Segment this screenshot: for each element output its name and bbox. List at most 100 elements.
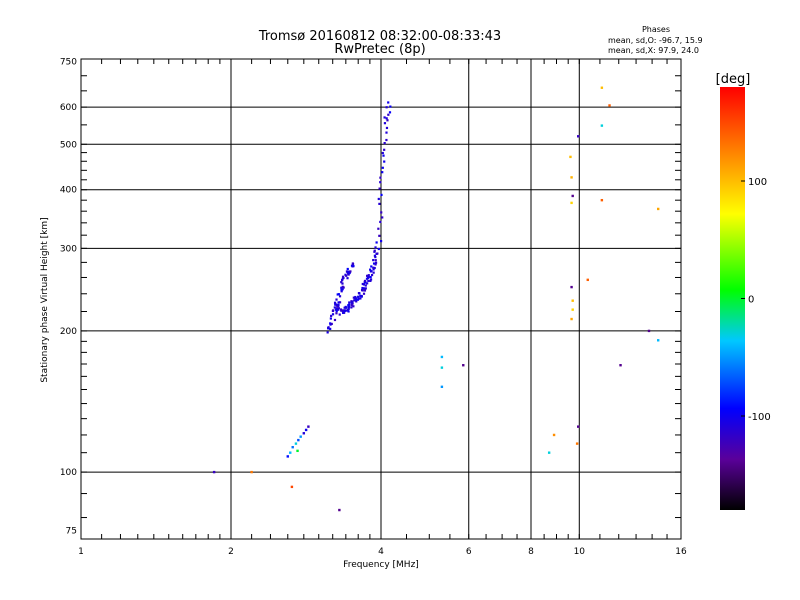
data-point [302,432,306,435]
trace-point [357,295,360,298]
trace-point [379,240,383,243]
data-point [571,194,574,198]
trace-point [376,252,379,255]
trace-point [374,255,377,259]
y-tick-label: 500 [60,140,77,150]
trace-point [326,331,329,334]
trace-point [361,286,364,290]
trace-point [364,281,367,284]
trace-point [362,292,366,295]
data-point [600,86,604,89]
x-tick-label: 6 [466,547,472,557]
trace-point [341,277,345,280]
data-point [647,329,651,333]
trace-point [386,119,389,122]
trace-point [347,272,350,275]
trace-point [373,266,376,270]
trace-point [333,301,337,304]
trace-point [374,259,377,262]
colorbar-label: [deg] [716,72,751,87]
trace-point [337,303,340,306]
data-point [294,442,298,445]
trace-point [338,301,342,304]
stats-line-x: mean, sd,X: 97.9, 24.0 [608,46,699,55]
trace-point [352,296,355,299]
trace-point [370,265,373,268]
y-tick-label: 200 [60,327,77,337]
trace-point [342,286,345,289]
trace-point [350,301,354,304]
trace-point [341,288,344,291]
trace-point [387,113,390,116]
trace-point [383,116,386,119]
data-point [286,455,289,458]
colorbar-tick-label: -100 [748,412,771,423]
trace-point [333,306,336,309]
trace-point [369,270,372,273]
trace-point [372,271,375,274]
trace-point [341,275,345,278]
data-point [575,442,579,445]
data-point [299,435,302,438]
trace-point [369,268,372,271]
trace-point [380,211,383,214]
data-point [212,470,216,474]
data-point [307,425,310,428]
trace-point [363,289,367,292]
trace-point [379,220,382,224]
data-point [656,207,660,211]
trace-point [383,160,386,163]
trace-point [385,106,388,109]
trace-point [383,122,387,125]
trace-point [369,275,372,279]
data-point [571,308,574,311]
trace-point [357,297,361,300]
trace-point [378,202,381,205]
data-point [462,364,465,367]
trace-point [330,314,333,317]
y-tick-label: 75 [66,527,77,537]
trace-point [370,273,374,277]
data-point [569,155,572,159]
x-tick-label: 8 [528,547,534,557]
trace-point [374,263,377,266]
trace-point [359,297,362,300]
trace-point [337,293,340,296]
data-point [570,201,573,205]
trace-point [340,289,343,292]
axis-ticks [81,59,681,539]
trace-point [346,277,349,280]
trace-point [367,274,370,277]
trace-point [379,181,382,184]
y-tick-label: 400 [60,186,77,196]
trace-point [327,327,330,330]
trace-point [335,304,338,307]
trace-point [349,270,352,273]
data-point [440,355,444,359]
trace-point [333,318,337,322]
x-tick-label: 10 [574,547,586,557]
trace-point [377,227,380,230]
data-point [338,508,341,512]
trace-point [340,281,343,284]
trace-point [331,313,335,316]
trace-point [364,287,367,290]
trace-point [334,308,338,311]
trace-point [352,305,355,308]
trace-point [385,126,389,130]
trace-point [369,278,373,281]
trace-point [347,305,350,309]
trace-point [363,279,367,283]
trace-point [389,105,392,108]
trace-point [374,261,378,264]
x-axis-label: Frequency [MHz] [343,560,419,570]
trace-point [377,247,380,251]
y-tick-labels: 75 100 200 300 400 500 600 750 [60,58,77,537]
data-point [250,470,253,474]
trace-point [378,234,381,237]
trace-point [362,283,366,286]
trace-point [350,264,354,267]
data-point [547,451,551,454]
trace-point [350,306,353,309]
